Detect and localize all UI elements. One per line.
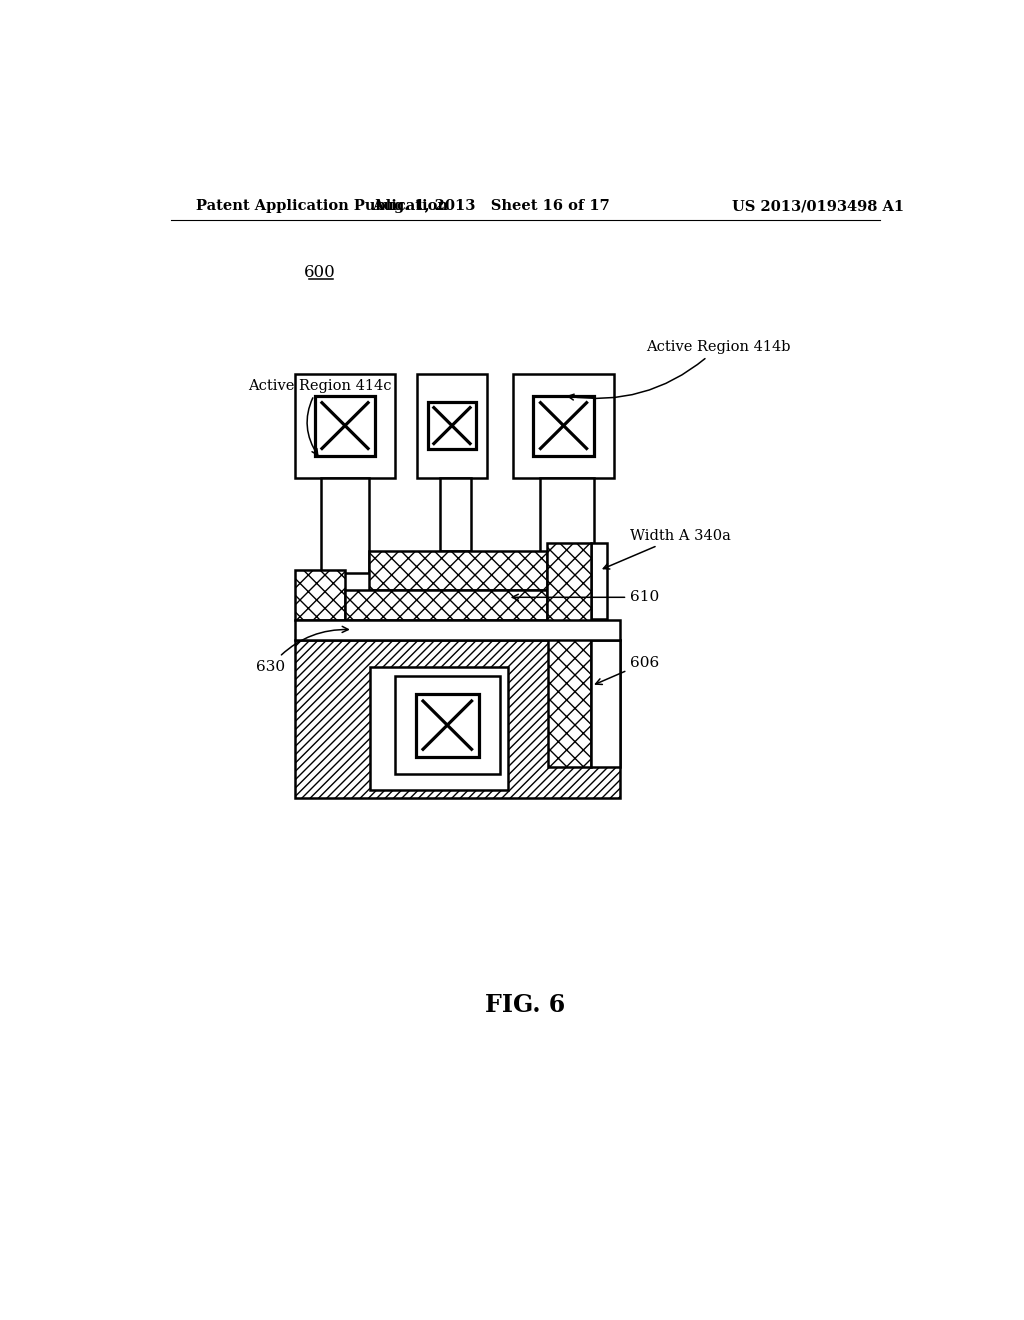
Text: FIG. 6: FIG. 6 [484,994,565,1018]
Text: 606: 606 [596,656,659,685]
Bar [592,544,607,619]
Bar [440,478,471,552]
Bar [314,396,375,455]
Bar [416,693,479,756]
Bar [370,667,508,789]
Bar [295,640,621,797]
Bar [592,640,621,767]
Text: 610: 610 [512,590,659,605]
Text: Patent Application Publication: Patent Application Publication [197,199,449,213]
Text: 630: 630 [256,627,348,673]
Bar [547,544,592,628]
Bar [295,620,621,640]
Bar [540,478,594,573]
Bar [534,396,594,455]
Bar [369,552,547,590]
Text: 600: 600 [304,264,336,281]
Bar [395,676,500,775]
Text: Active Region 414b: Active Region 414b [568,341,791,400]
Bar [345,590,547,620]
Bar [428,401,476,449]
Bar [370,667,508,789]
Bar [295,374,395,478]
Text: Width A 340a: Width A 340a [603,529,731,569]
Bar [417,374,486,478]
Bar [321,478,369,573]
Bar [513,374,614,478]
Text: Aug. 1, 2013   Sheet 16 of 17: Aug. 1, 2013 Sheet 16 of 17 [372,199,609,213]
Bar [295,570,345,620]
Text: US 2013/0193498 A1: US 2013/0193498 A1 [732,199,904,213]
Text: Active Region 414c: Active Region 414c [248,379,391,455]
Bar [548,628,592,767]
